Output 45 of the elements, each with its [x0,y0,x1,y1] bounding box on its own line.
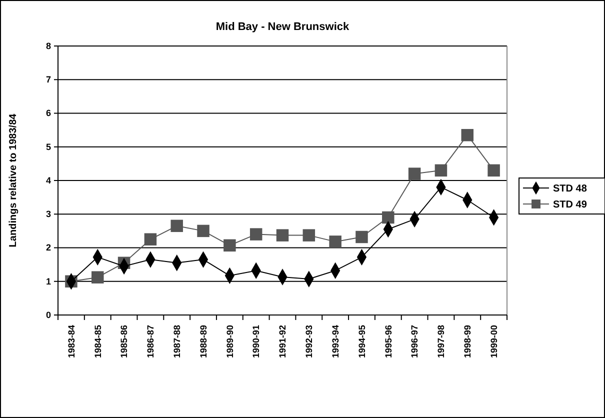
x-tick-label: 1997-98 [436,325,446,358]
point [356,230,368,244]
x-tick-label: 1983-84 [66,325,76,358]
chart-title: Mid Bay - New Brunswick [216,21,350,33]
x-tick-label: 1999-00 [488,325,499,358]
point [408,168,421,180]
y-tick-label: 2 [46,242,51,253]
y-tick-label: 7 [46,74,51,85]
x-tick-label: 1984-85 [92,325,103,358]
x-tick-label: 1995-96 [383,325,394,358]
x-tick-label: 1989-90 [224,325,235,358]
point [224,239,236,252]
x-tick-label: 1996-97 [410,325,420,358]
x-tick-label: 1991-92 [278,325,288,358]
y-axis-title: Landings relative to 1983/84 [8,113,19,248]
point [250,228,262,240]
x-tick-label: 1993-94 [330,325,340,358]
y-tick-label: 6 [46,108,51,118]
point [276,229,289,242]
point [434,164,448,177]
x-tick-label: 1998-99 [462,325,473,358]
x-tick-label: 1990-91 [251,325,262,358]
x-tick-label: 1988-89 [198,325,208,358]
point [461,128,474,142]
legend-label: STD 49 [553,200,588,210]
y-tick-label: 3 [46,209,51,220]
point [144,233,157,246]
y-tick-label: 4 [46,175,51,186]
point [382,211,394,224]
y-tick-label: 0 [46,310,51,320]
y-tick-label: 5 [46,142,51,152]
point [170,220,183,232]
point [329,236,342,248]
y-tick-label: 8 [46,40,51,51]
x-tick-label: 1986-87 [146,325,156,358]
legend-label: STD 48 [553,184,588,194]
point [197,224,210,238]
y-tick-label: 1 [46,276,51,286]
point [91,271,104,284]
x-tick-label: 1992-93 [304,325,314,358]
x-tick-label: 1985-86 [119,325,130,358]
x-tick-label: 1987-88 [172,325,182,358]
point [488,164,500,177]
x-tick-label: 1994-95 [356,325,367,358]
point [302,229,316,242]
